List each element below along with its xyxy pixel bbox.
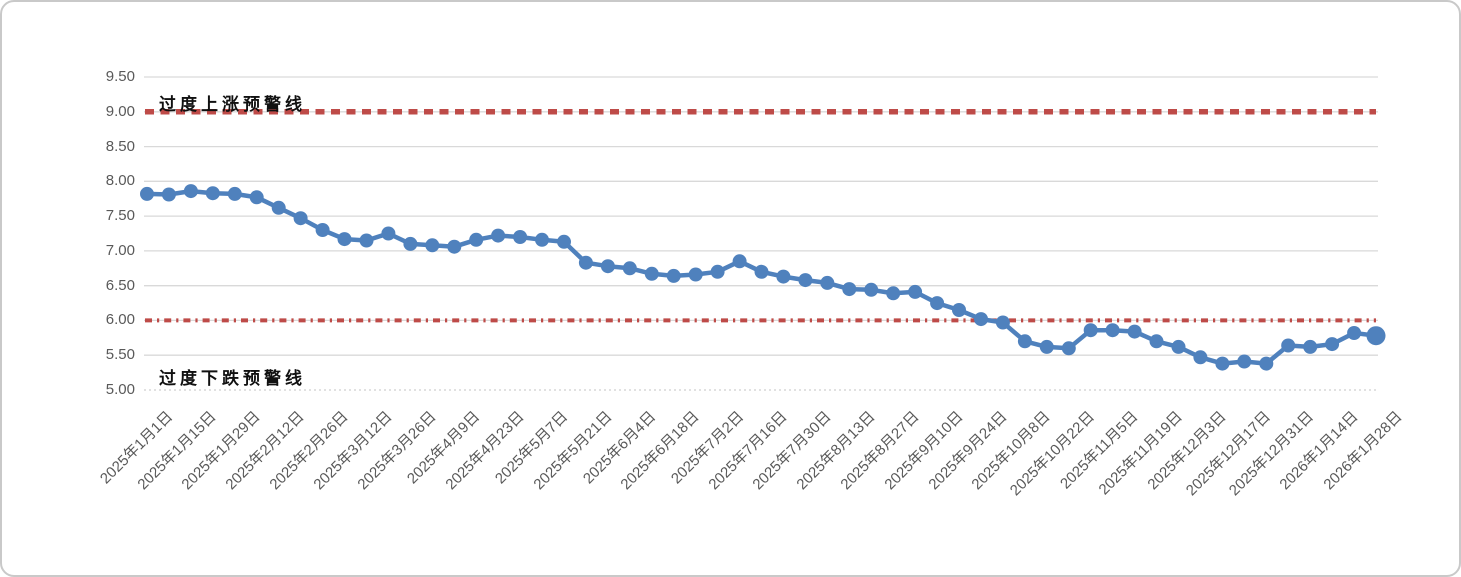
data-point-marker [1171, 339, 1186, 354]
data-point-marker [776, 269, 791, 284]
data-point-marker [205, 186, 220, 201]
data-point-marker [1237, 354, 1252, 369]
y-axis-label: 6.50 [105, 276, 135, 294]
y-axis-label: 7.00 [105, 241, 135, 259]
data-point-marker [908, 284, 923, 299]
data-point-marker [644, 266, 659, 281]
data-point-marker [732, 254, 747, 269]
data-point-marker [359, 233, 374, 248]
upper-warning-line-label: 过度上涨预警线 [159, 95, 306, 114]
data-point-marker [469, 232, 484, 247]
data-point-marker [710, 264, 725, 279]
data-point-marker [1193, 350, 1208, 365]
data-point-marker [315, 223, 330, 237]
data-point-marker [183, 184, 198, 199]
data-point-marker [1105, 323, 1120, 338]
data-point-marker [491, 228, 506, 243]
y-axis-label: 8.50 [105, 137, 135, 155]
data-point-marker [578, 255, 593, 270]
y-axis-label: 9.50 [105, 68, 135, 85]
y-axis-label: 8.00 [105, 172, 135, 190]
data-point-marker [381, 226, 396, 241]
data-point-marker [1259, 356, 1274, 371]
data-point-marker [1061, 341, 1076, 356]
data-point-marker [666, 268, 681, 283]
data-point-marker [842, 282, 857, 297]
data-point-marker [995, 315, 1010, 330]
data-point-marker [1303, 339, 1318, 354]
data-point-marker [271, 200, 286, 215]
data-point-marker [293, 211, 308, 226]
data-point-marker [1215, 356, 1230, 371]
data-point-marker [930, 296, 945, 311]
data-point-marker [820, 275, 835, 290]
y-axis-label: 5.50 [105, 346, 135, 364]
data-point-marker [974, 312, 988, 327]
data-point-marker [1017, 334, 1032, 349]
data-point-marker [1127, 324, 1142, 339]
y-axis-label: 6.00 [105, 311, 135, 329]
data-point-marker [1281, 338, 1296, 353]
data-point-marker [425, 238, 440, 253]
data-point-marker [249, 190, 264, 205]
data-point-marker [557, 234, 571, 249]
data-point-marker [688, 267, 703, 282]
lower-warning-line-label: 过度下跌预警线 [159, 369, 306, 388]
y-axis-label: 5.00 [105, 381, 135, 398]
data-point-marker [600, 259, 615, 274]
data-point-marker [513, 230, 528, 244]
data-point-marker [161, 187, 176, 202]
data-point-marker [1366, 326, 1386, 346]
data-point-marker [754, 264, 769, 279]
data-point-marker [1083, 323, 1098, 338]
data-point-marker [447, 239, 462, 254]
data-point-marker [1149, 334, 1164, 349]
y-axis-label: 7.50 [105, 207, 135, 225]
data-point-marker [1347, 326, 1362, 340]
data-point-marker [622, 261, 637, 276]
data-point-marker [864, 282, 879, 297]
data-point-marker [227, 186, 242, 201]
data-point-marker [886, 286, 901, 301]
data-point-marker [798, 273, 813, 288]
data-point-marker [535, 232, 549, 247]
data-point-marker [140, 186, 154, 201]
data-point-marker [1039, 339, 1054, 354]
y-axis-label: 9.00 [105, 102, 135, 120]
data-point-marker [403, 236, 418, 251]
data-point-marker [952, 303, 966, 317]
data-point-marker [1325, 337, 1340, 352]
data-point-marker [337, 232, 352, 247]
